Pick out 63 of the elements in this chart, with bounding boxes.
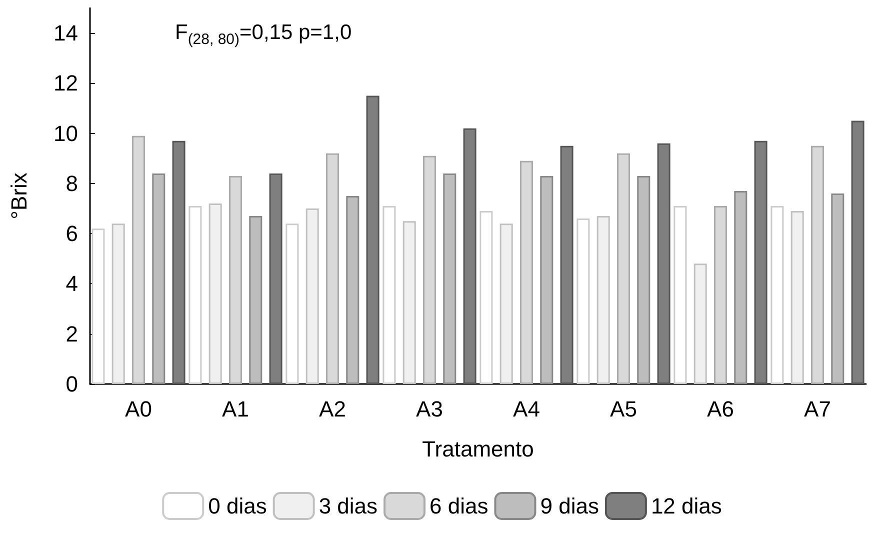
bar (500, 224, 513, 384)
y-tick-label: 4 (66, 271, 78, 296)
bar (402, 221, 416, 384)
legend-label: 3 dias (318, 494, 378, 518)
bar (560, 146, 574, 384)
legend-label: 6 dias (430, 494, 488, 518)
bar (172, 140, 186, 384)
x-axis-title: Tratamento (422, 436, 534, 462)
bar (132, 136, 145, 384)
bar (306, 208, 319, 384)
bar (734, 190, 748, 384)
bar (326, 153, 339, 384)
bar (112, 224, 125, 384)
bar (366, 96, 380, 384)
bar (463, 128, 476, 384)
x-tick-label: A1 (222, 396, 249, 422)
bar (790, 211, 804, 384)
bar (152, 173, 166, 384)
legend-label: 12 dias (650, 494, 722, 518)
bar (694, 264, 707, 384)
bar (92, 228, 105, 384)
bar (188, 206, 202, 384)
bar (754, 140, 768, 384)
y-tick-label: 8 (66, 170, 78, 196)
y-axis-title: °Brix (6, 172, 32, 220)
x-tick-label: A4 (513, 396, 540, 422)
bar (286, 224, 299, 384)
bar (249, 216, 262, 384)
y-tick-label: 2 (66, 321, 78, 346)
legend-label: 0 dias (208, 494, 267, 518)
x-tick-label: A5 (610, 396, 637, 422)
x-tick-label: A2 (319, 396, 346, 422)
bar (480, 211, 493, 384)
bar (674, 206, 687, 384)
x-tick-label: A7 (804, 396, 831, 422)
bar (576, 218, 590, 384)
y-tick-label: 10 (54, 120, 78, 146)
bar (770, 206, 784, 384)
bar (637, 176, 650, 384)
y-tick-label: 0 (66, 372, 78, 396)
y-tick-label: 6 (66, 221, 78, 246)
bar (269, 173, 282, 384)
bar (596, 216, 610, 384)
bar (229, 176, 242, 384)
bar (617, 153, 630, 384)
bar (443, 173, 456, 384)
bar (657, 143, 670, 384)
bar (520, 160, 533, 384)
bar (346, 196, 360, 384)
bar (831, 193, 844, 384)
x-tick-label: A0 (125, 396, 152, 422)
bar (540, 176, 554, 384)
bar (382, 206, 396, 384)
bar (208, 204, 222, 384)
y-tick-label: 12 (54, 70, 78, 96)
bar (851, 120, 864, 384)
y-tick-label: 14 (54, 20, 78, 46)
bar (423, 156, 436, 384)
legend-label: 9 dias (540, 494, 599, 518)
x-tick-label: A6 (707, 396, 734, 422)
x-tick-label: A3 (416, 396, 443, 422)
bar (714, 206, 727, 384)
bar (811, 146, 824, 384)
